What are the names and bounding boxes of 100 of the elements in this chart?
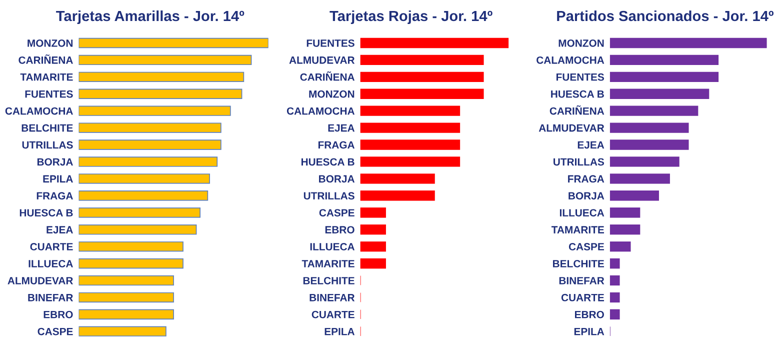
- y-tick-label: EBRO: [44, 310, 73, 318]
- y-tick-label: EPILA: [43, 175, 73, 182]
- y-tick-label: EPILA: [324, 328, 355, 336]
- bar: [78, 122, 222, 133]
- bar: [78, 190, 208, 201]
- y-tick-label: BINEFAR: [559, 277, 604, 284]
- y-tick-label: ILLUECA: [560, 209, 604, 216]
- y-tick-label: HUESCA B: [551, 90, 604, 98]
- y-tick-label: EPILA: [574, 328, 604, 336]
- y-tick-label: ALMUDEVAR: [538, 124, 604, 132]
- bar: [360, 122, 460, 133]
- bar: [360, 208, 386, 218]
- bar: [360, 156, 460, 167]
- y-tick-label: HUESCA B: [20, 209, 73, 216]
- y-tick-label: CASPE: [319, 209, 354, 216]
- bar: [610, 140, 689, 150]
- bar: [610, 208, 640, 218]
- bar: [78, 106, 231, 116]
- bar: [360, 190, 435, 201]
- y-tick-label: MONZON: [309, 90, 354, 98]
- bar: [360, 38, 509, 48]
- chart-title: Partidos Sancionados - Jor. 14º: [557, 10, 774, 22]
- y-tick-label: UTRILLAS: [304, 192, 354, 200]
- bar: [78, 309, 174, 320]
- bar: [78, 208, 201, 218]
- y-tick-label: BINEFAR: [310, 294, 355, 302]
- y-tick-label: CASPE: [38, 328, 73, 336]
- bar: [78, 140, 222, 150]
- y-tick-label: TAMARITE: [302, 260, 354, 268]
- bar: [360, 224, 386, 235]
- bar: [610, 275, 620, 286]
- bar: [610, 190, 659, 201]
- y-tick-label: EJEA: [46, 226, 73, 234]
- y-tick-label: ALMUDEVAR: [8, 277, 74, 284]
- y-tick-label: EJEA: [328, 124, 355, 132]
- y-tick-label: CARIÑENA: [300, 71, 355, 81]
- y-tick-label: BORJA: [568, 192, 604, 200]
- bar: [78, 156, 218, 167]
- bar: [360, 106, 460, 116]
- y-tick-label: ILLUECA: [310, 243, 355, 250]
- bar: [360, 54, 484, 66]
- bar: [78, 38, 268, 48]
- bar: [610, 106, 698, 116]
- bar: [360, 258, 386, 269]
- y-tick-label: UTRILLAS: [22, 141, 73, 149]
- y-tick-label: BINEFAR: [28, 294, 74, 302]
- chart-title: Tarjetas Amarillas - Jor. 14º: [56, 10, 244, 24]
- y-tick-label: CALAMOCHA: [536, 56, 604, 64]
- y-tick-label: BORJA: [37, 158, 73, 166]
- bar: [78, 224, 197, 235]
- bar: [78, 241, 184, 252]
- y-tick-label: HUESCA B: [301, 158, 354, 166]
- bar: [610, 309, 620, 320]
- bar: [610, 88, 710, 99]
- y-tick-label: BELCHITE: [22, 124, 73, 132]
- y-tick-label: FRAGA: [318, 141, 355, 149]
- y-tick-label: TAMARITE: [20, 74, 73, 81]
- bar: [360, 72, 484, 82]
- bar: [610, 292, 620, 303]
- bar: [78, 54, 252, 66]
- y-tick-label: TAMARITE: [551, 226, 604, 234]
- bar: [78, 326, 166, 336]
- y-tick-label: EBRO: [575, 310, 604, 318]
- y-tick-label: FRAGA: [36, 192, 73, 200]
- y-tick-label: EJEA: [578, 141, 604, 149]
- bar: [360, 140, 460, 150]
- bar: [610, 224, 640, 235]
- bar: [610, 258, 620, 269]
- bar: [610, 38, 767, 48]
- y-tick-label: FUENTES: [25, 90, 73, 98]
- y-tick-label: CARIÑENA: [18, 54, 73, 64]
- y-tick-label: BELCHITE: [553, 260, 604, 268]
- bar: [610, 241, 631, 252]
- chart-title: Tarjetas Rojas - Jor. 14º: [330, 10, 492, 24]
- y-tick-label: MONZON: [28, 39, 73, 47]
- y-tick-label: MONZON: [558, 39, 604, 47]
- bar: [78, 275, 174, 286]
- bar: [78, 72, 244, 82]
- y-tick-label: EBRO: [325, 226, 354, 234]
- y-tick-label: CUARTE: [312, 310, 354, 318]
- bar: [610, 122, 689, 133]
- bar: [78, 292, 174, 303]
- y-tick-label: CASPE: [568, 243, 604, 250]
- y-tick-label: CALAMOCHA: [5, 107, 73, 115]
- bar: [610, 156, 680, 167]
- y-tick-label: FRAGA: [568, 175, 604, 183]
- y-tick-label: CALAMOCHA: [286, 107, 355, 115]
- bar: [360, 174, 435, 184]
- y-tick-label: FUENTES: [556, 73, 604, 81]
- y-tick-label: ILLUECA: [28, 260, 73, 268]
- bar: [610, 174, 670, 184]
- y-tick-label: BORJA: [319, 175, 355, 183]
- y-tick-label: FUENTES: [306, 39, 354, 47]
- y-tick-label: UTRILLAS: [554, 158, 604, 166]
- y-tick-label: CUARTE: [30, 243, 73, 250]
- bar: [78, 258, 184, 269]
- y-tick-label: CUARTE: [561, 294, 604, 302]
- bar: [360, 88, 484, 99]
- y-tick-label: ALMUDEVAR: [289, 56, 355, 64]
- bar: [78, 174, 210, 184]
